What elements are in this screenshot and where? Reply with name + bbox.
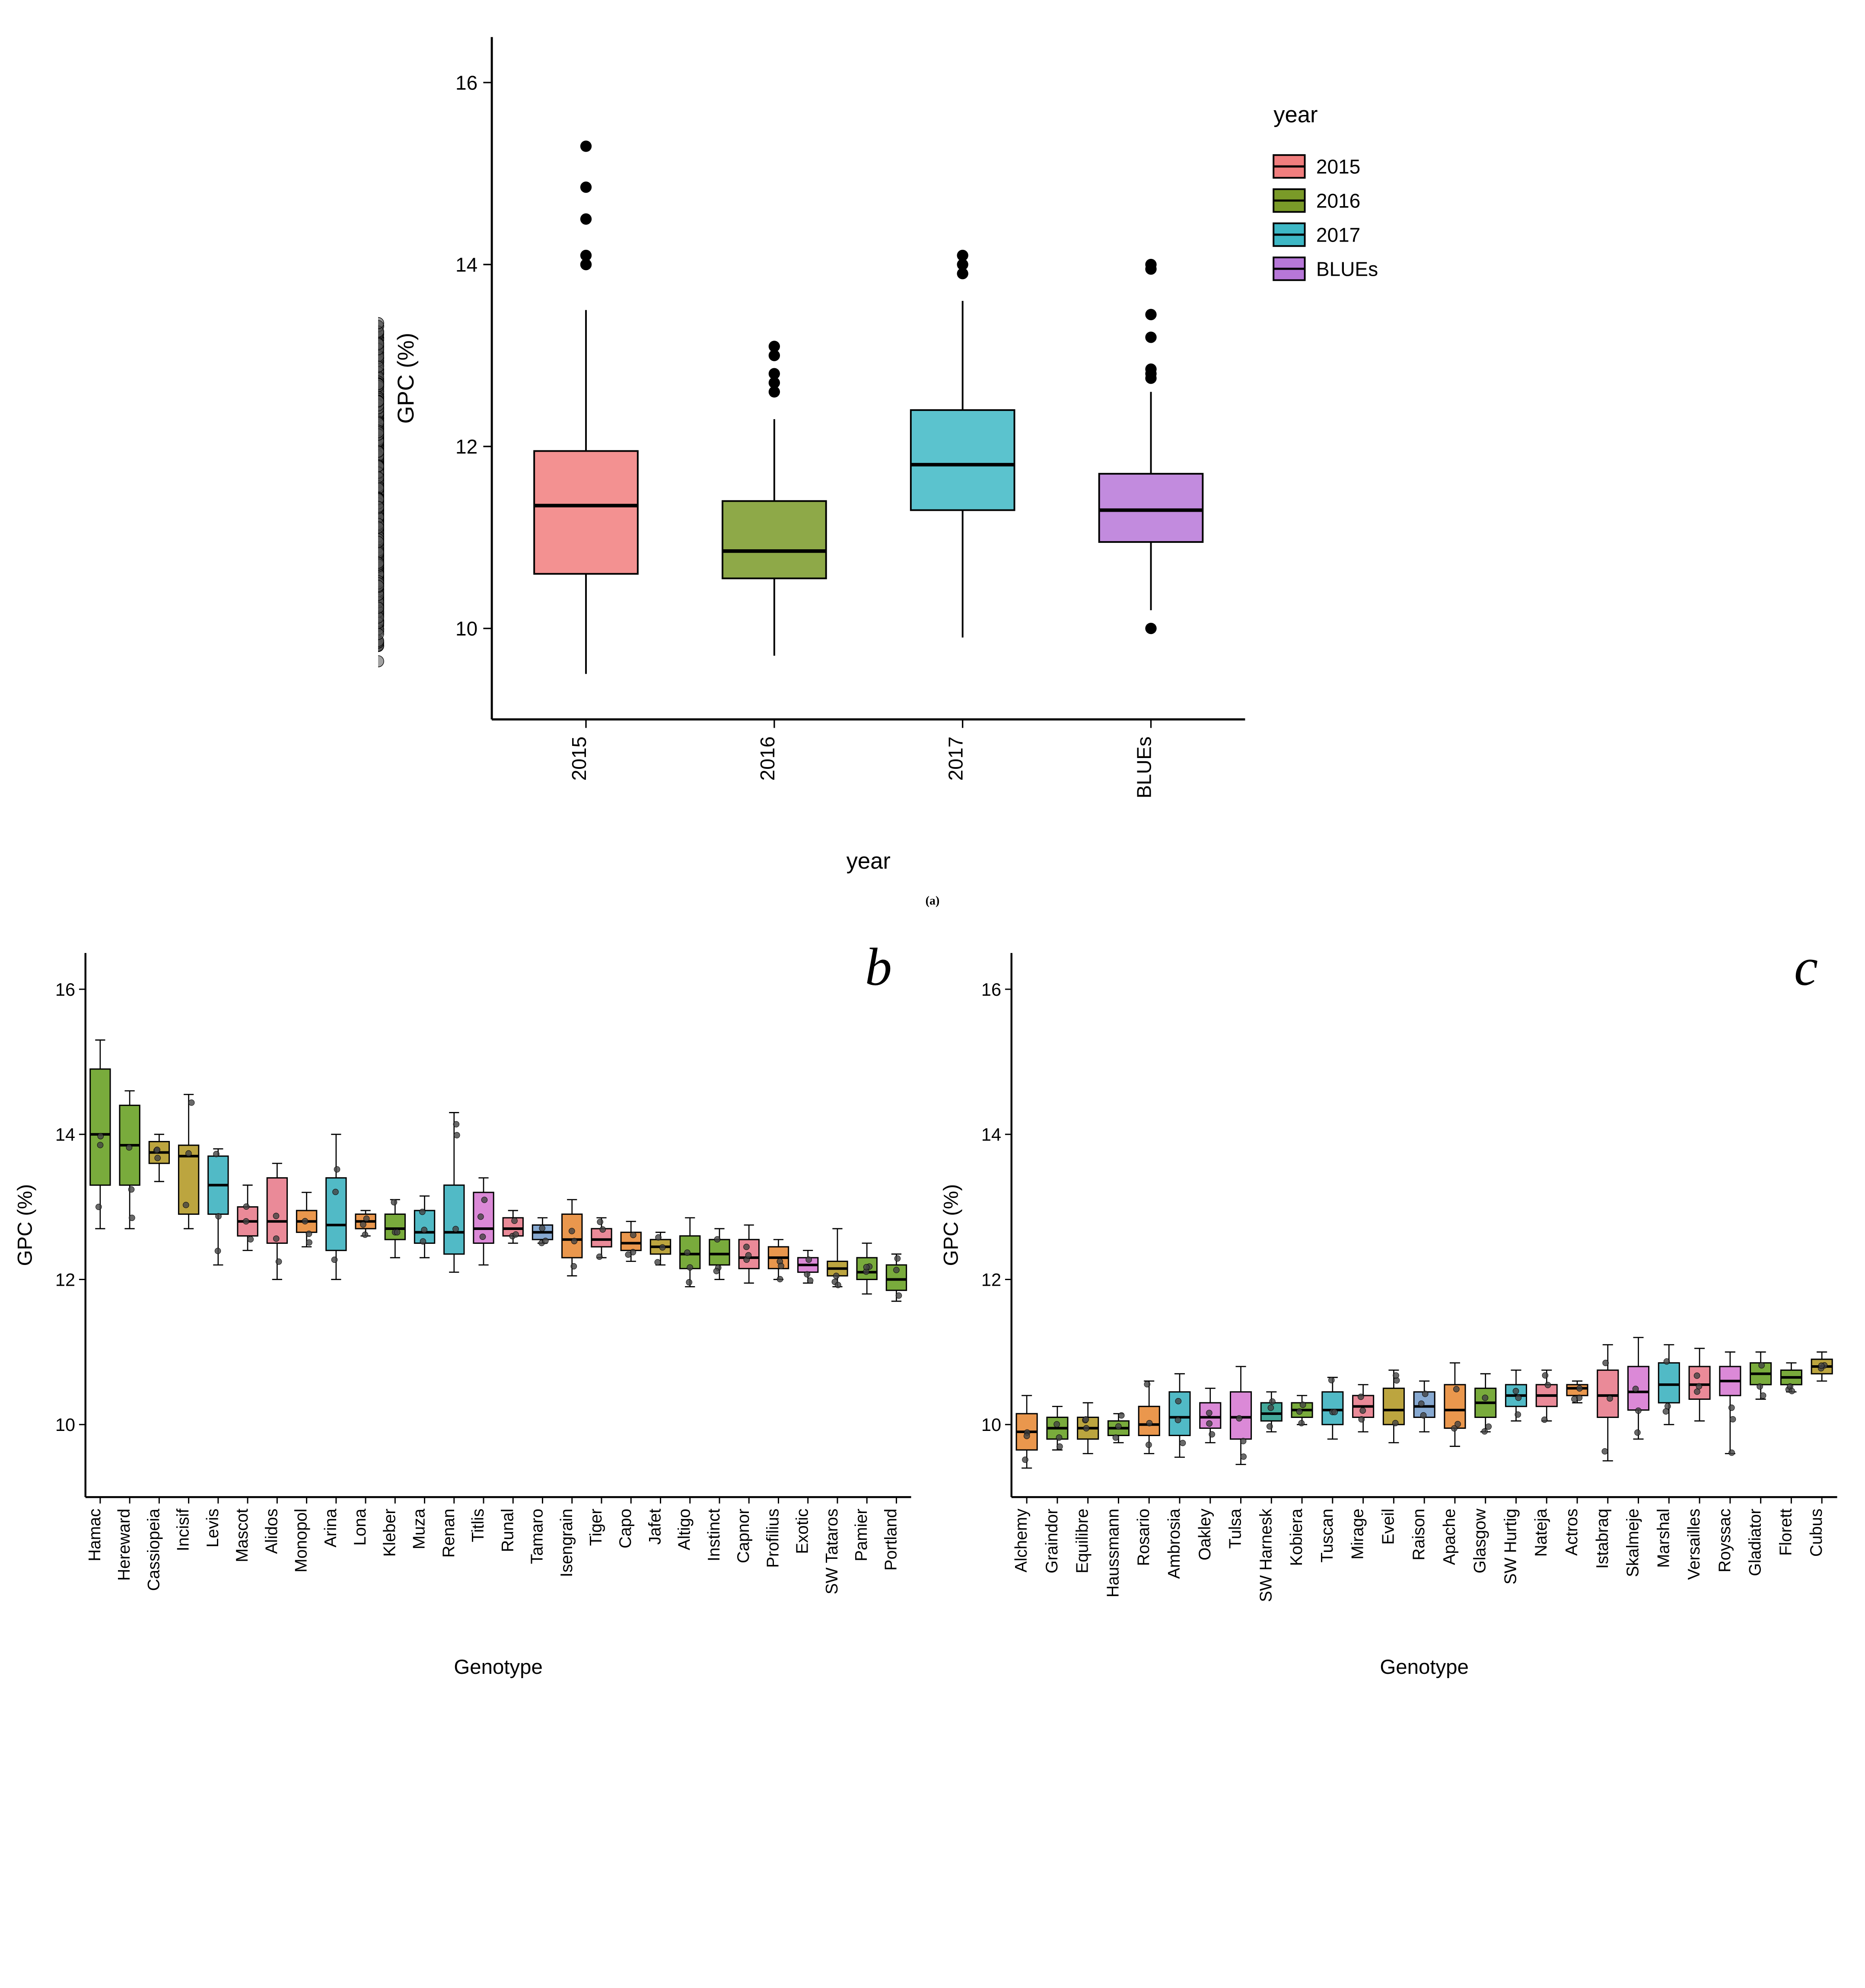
svg-text:Renan: Renan <box>439 1509 458 1558</box>
svg-text:Hereward: Hereward <box>115 1509 134 1581</box>
svg-text:BLUEs: BLUEs <box>1133 736 1155 798</box>
svg-text:Marshal: Marshal <box>1654 1509 1673 1568</box>
svg-text:2015: 2015 <box>1316 156 1360 178</box>
svg-text:SW Harnesk: SW Harnesk <box>1257 1508 1275 1602</box>
svg-text:BLUEs: BLUEs <box>1316 258 1378 280</box>
panel-b-chart: 10 12 14 16 Hamac Hereward Cassiopeia Incisif Le… <box>9 921 930 1689</box>
svg-text:Titlis: Titlis <box>469 1509 487 1542</box>
svg-text:Glasgow: Glasgow <box>1471 1509 1489 1574</box>
svg-text:Ambrosia: Ambrosia <box>1165 1509 1184 1579</box>
svg-text:2016: 2016 <box>1316 189 1360 212</box>
svg-text:Istabraq: Istabraq <box>1593 1509 1612 1569</box>
svg-text:Muza: Muza <box>410 1509 429 1550</box>
svg-text:Alchemy: Alchemy <box>1012 1508 1031 1572</box>
svg-text:year: year <box>847 848 891 874</box>
svg-text:Hamac: Hamac <box>86 1509 104 1561</box>
svg-text:Mascot: Mascot <box>233 1509 251 1562</box>
svg-text:SW Tataros: SW Tataros <box>823 1509 841 1594</box>
svg-text:16: 16 <box>55 979 75 1000</box>
svg-text:Royssac: Royssac <box>1715 1509 1734 1573</box>
svg-text:Capnor: Capnor <box>734 1509 753 1563</box>
svg-text:year: year <box>1273 102 1318 127</box>
panel-a-chart: 10 12 14 16 2015 2016 2017 BLUEs GPC (%) year year… <box>378 9 1487 890</box>
svg-text:Runal: Runal <box>498 1509 517 1552</box>
svg-text:Levis: Levis <box>204 1509 222 1548</box>
svg-text:2015: 2015 <box>568 736 590 781</box>
svg-text:GPC (%): GPC (%) <box>939 1184 962 1266</box>
figure-container: 10 12 14 16 2015 2016 2017 BLUEs GPC (%) year year… <box>9 9 1856 1689</box>
svg-text:Altigo: Altigo <box>675 1509 694 1550</box>
svg-text:Gladiator: Gladiator <box>1746 1509 1765 1576</box>
svg-text:16: 16 <box>455 71 477 94</box>
svg-text:14: 14 <box>55 1125 75 1145</box>
svg-text:Oakley: Oakley <box>1196 1508 1214 1561</box>
svg-text:Portland: Portland <box>882 1509 900 1571</box>
svg-text:c: c <box>1794 937 1818 997</box>
svg-text:Tamaro: Tamaro <box>528 1509 547 1564</box>
svg-text:Instinct: Instinct <box>705 1509 723 1561</box>
svg-text:GPC (%): GPC (%) <box>13 1184 36 1266</box>
panel-a-label: (a) <box>9 894 1856 908</box>
svg-text:Exotic: Exotic <box>793 1509 812 1554</box>
svg-text:12: 12 <box>981 1270 1001 1290</box>
svg-text:10: 10 <box>455 618 477 640</box>
panel-b: 10 12 14 16 Hamac Hereward Cassiopeia Incisif Le… <box>9 921 930 1689</box>
svg-text:10: 10 <box>55 1415 75 1435</box>
svg-text:Nateja: Nateja <box>1532 1509 1550 1557</box>
svg-text:Lona: Lona <box>351 1509 369 1546</box>
svg-text:Eveil: Eveil <box>1379 1509 1397 1545</box>
svg-text:GPC (%): GPC (%) <box>393 333 419 424</box>
svg-text:2017: 2017 <box>945 736 967 781</box>
svg-text:2017: 2017 <box>1316 223 1360 246</box>
svg-text:Apache: Apache <box>1440 1509 1459 1565</box>
svg-text:16: 16 <box>981 979 1001 1000</box>
panel-c: 10 12 14 16 Alchemy Graindor Equilibre Haussman… <box>935 921 1856 1689</box>
svg-text:Mirage: Mirage <box>1349 1509 1367 1560</box>
panel-a: 10 12 14 16 2015 2016 2017 BLUEs GPC (%) year year… <box>378 9 1487 890</box>
svg-text:Kleber: Kleber <box>380 1509 399 1557</box>
svg-text:Tuscan: Tuscan <box>1318 1509 1337 1563</box>
svg-text:SW Hurtig: SW Hurtig <box>1501 1509 1520 1584</box>
svg-text:12: 12 <box>455 436 477 458</box>
svg-text:Cassiopeia: Cassiopeia <box>144 1509 163 1591</box>
svg-text:Haussmann: Haussmann <box>1104 1509 1122 1597</box>
svg-text:Pamier: Pamier <box>852 1509 871 1561</box>
svg-text:Arina: Arina <box>321 1509 340 1548</box>
svg-text:Genotype: Genotype <box>454 1656 543 1679</box>
svg-text:Alidos: Alidos <box>262 1509 281 1554</box>
svg-text:Versailles: Versailles <box>1685 1509 1703 1580</box>
svg-text:Graindor: Graindor <box>1043 1509 1061 1574</box>
svg-text:b: b <box>865 937 892 997</box>
svg-text:Genotype: Genotype <box>1380 1656 1469 1679</box>
svg-text:10: 10 <box>981 1415 1001 1435</box>
panel-a-wrapper: 10 12 14 16 2015 2016 2017 BLUEs GPC (%) year year… <box>9 9 1856 890</box>
svg-text:12: 12 <box>55 1270 75 1290</box>
svg-text:2016: 2016 <box>756 736 779 781</box>
svg-text:14: 14 <box>455 254 477 276</box>
svg-text:Cubus: Cubus <box>1807 1509 1826 1557</box>
svg-text:Tiger: Tiger <box>587 1509 605 1546</box>
svg-text:Equilibre: Equilibre <box>1073 1509 1092 1574</box>
svg-text:Incisif: Incisif <box>174 1509 193 1552</box>
svg-text:Isengrain: Isengrain <box>557 1509 576 1577</box>
svg-text:Capo: Capo <box>616 1509 635 1548</box>
panel-c-chart: 10 12 14 16 Alchemy Graindor Equilibre Haussman… <box>935 921 1856 1689</box>
svg-text:Raison: Raison <box>1410 1509 1428 1561</box>
svg-text:Tulsa: Tulsa <box>1226 1509 1245 1549</box>
panels-bc-row: 10 12 14 16 Hamac Hereward Cassiopeia Incisif Le… <box>9 921 1856 1689</box>
svg-text:Kobiera: Kobiera <box>1287 1509 1306 1566</box>
svg-text:Florett: Florett <box>1776 1509 1795 1556</box>
svg-text:Actros: Actros <box>1563 1509 1581 1556</box>
svg-text:Rosario: Rosario <box>1134 1509 1153 1566</box>
svg-text:Monopol: Monopol <box>292 1509 311 1573</box>
svg-text:Jafet: Jafet <box>646 1509 664 1545</box>
svg-text:14: 14 <box>981 1125 1001 1145</box>
svg-text:Profilius: Profilius <box>764 1509 782 1568</box>
svg-text:Skalmeje: Skalmeje <box>1624 1509 1642 1577</box>
